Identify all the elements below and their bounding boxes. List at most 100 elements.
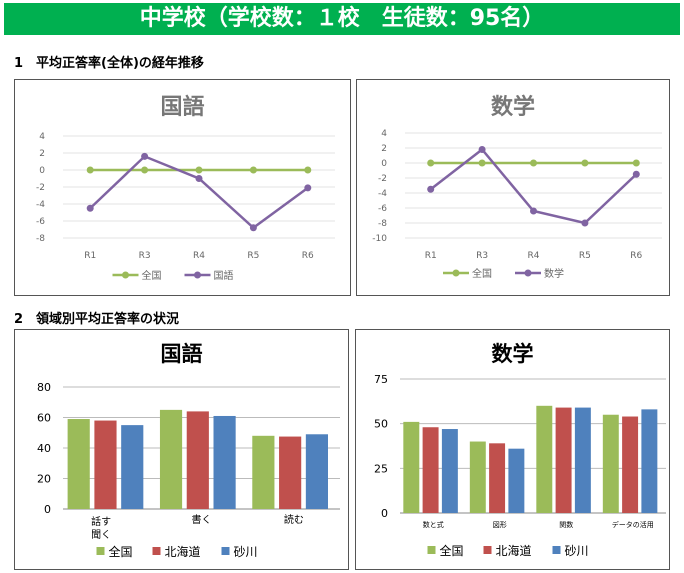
y-tick-label: 0 xyxy=(381,507,388,520)
legend-label: 北海道 xyxy=(165,544,201,559)
bar-全国 xyxy=(67,419,90,509)
bar-砂川 xyxy=(641,409,658,513)
bar-砂川 xyxy=(574,407,591,513)
y-tick-label: 60 xyxy=(37,412,51,425)
bar-北海道 xyxy=(186,411,209,509)
data-point xyxy=(195,166,203,174)
bar-砂川 xyxy=(508,448,525,513)
x-tick-label: R1 xyxy=(425,251,437,261)
y-tick-label: 20 xyxy=(37,473,51,486)
x-tick-label: 数と式 xyxy=(423,520,444,529)
y-tick-label: 2 xyxy=(381,144,387,154)
x-tick-label: R6 xyxy=(302,251,314,261)
chart-title: 国語 xyxy=(161,342,203,366)
bar-北海道 xyxy=(279,436,302,509)
x-tick-label: R3 xyxy=(476,251,488,261)
data-point xyxy=(632,170,640,178)
bar-砂川 xyxy=(121,425,144,509)
legend-swatch xyxy=(483,546,492,554)
line-chart-math: 数学 4 2 0 -2 -4 -6 -8 -10 R1 R3 R4 R5 R6 全国 数学 xyxy=(356,79,670,296)
x-tick-label: R5 xyxy=(579,251,591,261)
legend-label: 砂川 xyxy=(234,545,258,559)
bar-砂川 xyxy=(305,434,328,509)
x-tick-label: R4 xyxy=(193,251,205,261)
y-tick-label: 0 xyxy=(44,503,51,516)
data-point xyxy=(304,184,312,192)
x-tick-label: 図形 xyxy=(493,521,507,529)
bar-北海道 xyxy=(555,407,572,513)
x-tick-label: R6 xyxy=(630,251,642,261)
bar-砂川 xyxy=(213,415,236,509)
data-point xyxy=(427,185,435,193)
x-tick-label: データの活用 xyxy=(612,520,654,529)
bar-北海道 xyxy=(622,416,639,513)
legend-swatch xyxy=(152,547,161,555)
y-tick-label: 4 xyxy=(381,129,387,139)
x-tick-label: 読む xyxy=(284,513,304,526)
data-point xyxy=(530,159,537,167)
line-chart-kokugo: 国語 4 2 0 -2 -4 -6 -8 R1 R3 R4 R5 R6 全国 国語 xyxy=(14,79,351,296)
bar-全国 xyxy=(602,414,619,513)
legend-marker xyxy=(452,269,460,277)
data-point xyxy=(478,159,486,167)
legend-swatch xyxy=(427,546,436,554)
legend-swatch xyxy=(552,546,561,554)
bar-北海道 xyxy=(422,427,439,513)
bar-chart-kokugo: 国語 80 60 40 20 0 話す聞く 書く 読む 全国 北海道 砂川 xyxy=(14,329,349,570)
bar-全国 xyxy=(403,421,420,513)
legend-marker xyxy=(524,269,532,277)
data-point xyxy=(427,159,435,167)
y-tick-label: 2 xyxy=(39,149,45,159)
y-tick-label: 25 xyxy=(374,462,388,475)
section-1-title: 1 平均正答率(全体)の経年推移 xyxy=(14,56,204,71)
y-tick-label: -8 xyxy=(378,219,387,229)
bar-全国 xyxy=(469,441,486,513)
y-tick-label: -2 xyxy=(36,183,45,193)
legend-swatch xyxy=(96,547,105,555)
bar-北海道 xyxy=(94,420,117,509)
y-tick-label: -4 xyxy=(378,189,387,199)
chart-title: 数学 xyxy=(492,342,534,366)
legend-label: 全国 xyxy=(440,543,464,558)
x-tick-label: R4 xyxy=(528,251,540,261)
y-tick-label: 4 xyxy=(39,132,45,142)
y-tick-label: -4 xyxy=(36,200,45,210)
y-tick-label: -8 xyxy=(36,234,45,244)
y-tick-label: -6 xyxy=(36,217,45,227)
data-point xyxy=(86,166,94,174)
bar-全国 xyxy=(159,409,183,509)
y-tick-label: 0 xyxy=(381,159,387,169)
y-tick-label: 75 xyxy=(374,373,388,386)
bar-全国 xyxy=(536,405,553,513)
y-tick-label: -10 xyxy=(372,234,387,244)
y-tick-label: 0 xyxy=(39,166,45,176)
page-title-banner: 中学校（学校数：１校 生徒数：95名） xyxy=(4,3,680,35)
legend-label: 砂川 xyxy=(565,544,589,558)
chart-title: 数学 xyxy=(491,94,535,120)
legend-marker xyxy=(194,271,201,279)
legend-label: 数学 xyxy=(544,267,564,280)
legend-label: 北海道 xyxy=(496,543,532,558)
bar-北海道 xyxy=(489,443,506,513)
legend-marker xyxy=(122,271,129,279)
data-point xyxy=(581,219,589,227)
x-tick-label: R5 xyxy=(247,251,259,261)
y-tick-label: 50 xyxy=(374,418,388,431)
data-point xyxy=(249,166,257,174)
x-tick-label: 話す聞く xyxy=(91,515,111,541)
data-point xyxy=(530,207,537,215)
data-point xyxy=(141,166,149,174)
data-point xyxy=(632,159,640,167)
chart-title: 国語 xyxy=(160,94,204,120)
x-tick-label: 関数 xyxy=(559,520,573,529)
x-tick-label: R3 xyxy=(139,251,151,261)
bar-全国 xyxy=(252,435,275,509)
data-point xyxy=(478,146,486,153)
bar-chart-math: 数学 75 50 25 0 数と式 図形 関数 データの活用全国 北海道 砂川 xyxy=(355,329,670,570)
legend-label: 国語 xyxy=(214,269,234,282)
section-2-title: 2 領域別平均正答率の状況 xyxy=(14,312,180,327)
bar-砂川 xyxy=(441,429,458,513)
legend-label: 全国 xyxy=(472,267,492,280)
data-point xyxy=(249,224,257,232)
y-tick-label: 80 xyxy=(37,381,51,394)
